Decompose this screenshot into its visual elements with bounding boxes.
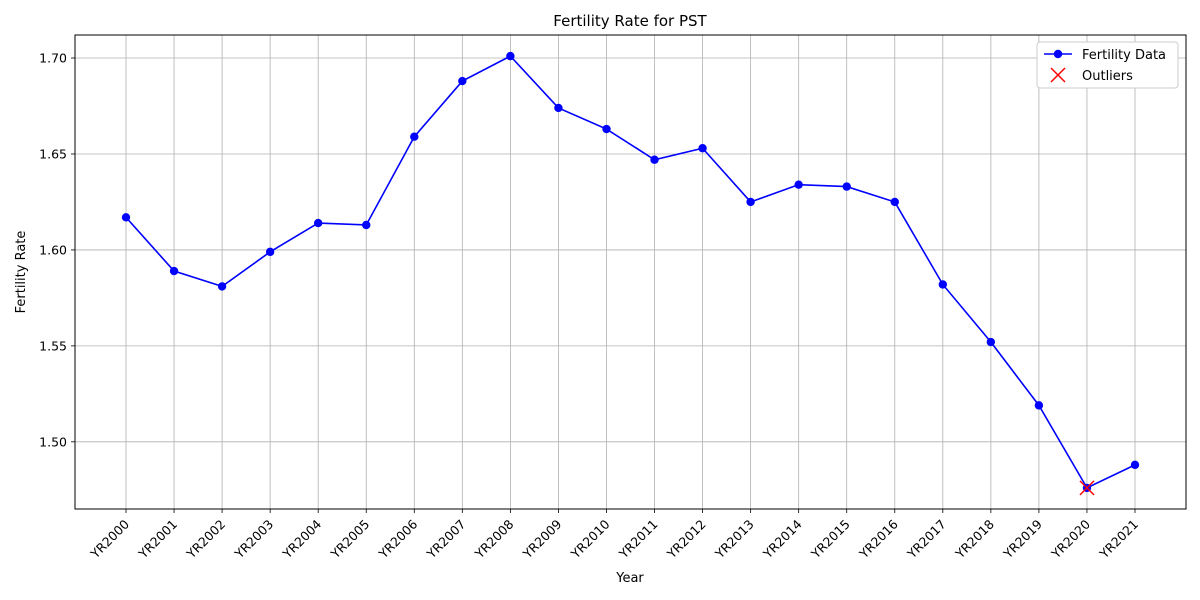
data-point (938, 280, 948, 289)
x-tick-label: YR2017 (904, 517, 949, 562)
series-line-fertility (125, 55, 1136, 489)
y-tick-label: 1.60 (39, 242, 67, 257)
x-tick-label: YR2006 (375, 516, 420, 561)
grid-lines (75, 35, 1186, 509)
y-tick-label: 1.50 (39, 434, 67, 449)
legend: Fertility Data Outliers (1036, 41, 1179, 89)
legend-frame (1036, 41, 1179, 89)
plot-frame (74, 34, 1187, 510)
y-axis-title: Fertility Rate (14, 231, 29, 314)
x-tick-label: YR2000 (87, 516, 132, 561)
outlier-point (1079, 480, 1095, 496)
legend-label-outliers: Outliers (1082, 69, 1133, 84)
chart-title: Fertility Rate for PST (553, 12, 707, 30)
data-point (458, 76, 467, 86)
x-tick-label: YR2008 (471, 516, 516, 561)
data-point (169, 266, 179, 276)
y-ticks: 1.50 1.55 1.60 1.65 1.70 (39, 51, 75, 449)
x-tick-label: YR2020 (1048, 516, 1093, 561)
x-ticks: YR2000 YR2001 YR2002 YR2003 YR2004 YR2005 YR20… (87, 509, 1141, 562)
x-axis-title: Year (615, 571, 644, 586)
x-tick-label: YR2012 (663, 517, 708, 562)
series-layer (121, 51, 1140, 496)
x-tick-label: YR2004 (279, 516, 324, 561)
x-tick-label: YR2015 (807, 517, 852, 562)
data-point (313, 218, 323, 228)
data-point (650, 155, 659, 164)
x-tick-label: YR2019 (1000, 516, 1045, 561)
x-tick-label: YR2007 (423, 517, 468, 562)
data-point (506, 51, 515, 61)
x-tick-label: YR2018 (952, 516, 997, 561)
x-tick-label: YR2021 (1096, 517, 1141, 562)
x-tick-label: YR2009 (519, 516, 564, 561)
data-point (1034, 401, 1044, 410)
data-point (698, 144, 707, 153)
x-tick-label: YR2014 (759, 516, 804, 561)
x-tick-label: YR2013 (711, 517, 756, 562)
legend-marker-fertility (1053, 49, 1063, 59)
x-tick-label: YR2003 (231, 517, 276, 562)
x-tick-label: YR2016 (856, 516, 901, 561)
data-point (794, 180, 803, 189)
y-tick-label: 1.65 (39, 146, 67, 161)
data-point (746, 197, 755, 207)
x-tick-label: YR2005 (327, 517, 372, 562)
data-point (890, 197, 899, 207)
y-tick-label: 1.70 (39, 51, 67, 66)
data-point (410, 132, 419, 141)
data-point (265, 247, 275, 257)
data-point (121, 213, 131, 222)
data-point (842, 182, 851, 191)
x-tick-label: YR2011 (615, 517, 660, 562)
y-tick-label: 1.55 (39, 338, 67, 353)
x-tick-label: YR2001 (135, 517, 180, 562)
data-point (1130, 460, 1140, 470)
data-point (217, 282, 227, 291)
data-point (986, 337, 996, 347)
legend-label-fertility: Fertility Data (1082, 48, 1166, 63)
data-point (602, 124, 611, 134)
legend-marker-outliers (1050, 67, 1066, 83)
x-tick-label: YR2002 (183, 517, 228, 562)
data-point (362, 220, 371, 230)
data-point (554, 103, 563, 113)
x-tick-label: YR2010 (567, 516, 612, 561)
